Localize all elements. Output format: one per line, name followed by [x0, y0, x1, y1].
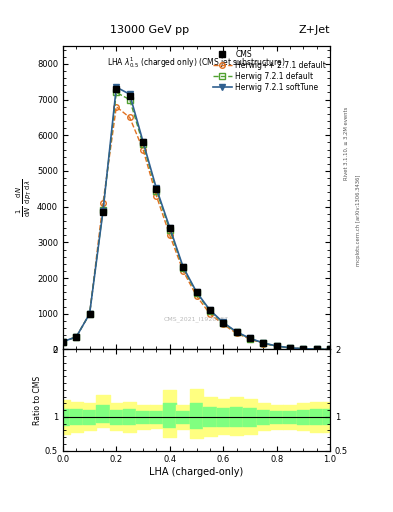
Herwig 7.2.1 default — [261, 340, 266, 346]
Herwig 7.2.1 default — [221, 320, 226, 326]
CMS — [248, 335, 252, 342]
Herwig 7.2.1 softTune — [127, 91, 132, 97]
Text: CMS_2021_I1920187: CMS_2021_I1920187 — [164, 316, 229, 322]
Herwig 7.2.1 default — [61, 338, 65, 345]
Herwig 7.2.1 default — [154, 187, 159, 194]
Herwig++ 2.7.1 default — [87, 311, 92, 317]
CMS — [101, 209, 105, 215]
Text: mcplots.cern.ch [arXiv:1306.3436]: mcplots.cern.ch [arXiv:1306.3436] — [356, 175, 361, 266]
CMS — [328, 346, 332, 352]
Herwig 7.2.1 default — [288, 345, 292, 351]
Herwig 7.2.1 softTune — [87, 311, 92, 317]
Herwig 7.2.1 softTune — [74, 334, 79, 340]
Herwig++ 2.7.1 default — [221, 322, 226, 328]
Herwig 7.2.1 default — [127, 97, 132, 103]
Herwig++ 2.7.1 default — [274, 343, 279, 349]
Text: Z+Jet: Z+Jet — [299, 25, 330, 35]
Herwig 7.2.1 softTune — [221, 319, 226, 326]
CMS — [87, 311, 92, 317]
CMS — [208, 307, 212, 313]
Herwig++ 2.7.1 default — [261, 340, 266, 347]
Herwig 7.2.1 default — [274, 343, 279, 349]
Herwig 7.2.1 softTune — [314, 346, 319, 352]
Herwig 7.2.1 softTune — [167, 225, 172, 231]
Herwig++ 2.7.1 default — [314, 346, 319, 352]
Herwig 7.2.1 softTune — [141, 139, 145, 145]
CMS — [141, 139, 145, 145]
Herwig 7.2.1 default — [141, 141, 145, 147]
Herwig 7.2.1 default — [208, 308, 212, 314]
CMS — [194, 289, 199, 295]
Herwig 7.2.1 default — [194, 290, 199, 296]
Herwig++ 2.7.1 default — [74, 334, 79, 340]
Herwig++ 2.7.1 default — [114, 103, 119, 110]
Herwig 7.2.1 default — [101, 207, 105, 214]
Line: Herwig++ 2.7.1 default: Herwig++ 2.7.1 default — [60, 104, 333, 352]
Herwig 7.2.1 softTune — [261, 340, 266, 346]
Herwig 7.2.1 default — [181, 265, 185, 271]
Herwig++ 2.7.1 default — [141, 146, 145, 153]
Herwig 7.2.1 softTune — [154, 185, 159, 191]
Herwig 7.2.1 default — [234, 329, 239, 335]
Herwig 7.2.1 default — [301, 346, 306, 352]
CMS — [114, 86, 119, 92]
Herwig++ 2.7.1 default — [234, 330, 239, 336]
Line: CMS: CMS — [60, 86, 333, 352]
Herwig 7.2.1 default — [87, 311, 92, 317]
Herwig 7.2.1 default — [114, 90, 119, 96]
Line: Herwig 7.2.1 softTune: Herwig 7.2.1 softTune — [60, 84, 333, 352]
CMS — [234, 329, 239, 335]
Herwig 7.2.1 default — [167, 227, 172, 233]
Herwig 7.2.1 softTune — [101, 208, 105, 215]
CMS — [314, 346, 319, 352]
Herwig 7.2.1 softTune — [248, 335, 252, 342]
Herwig 7.2.1 softTune — [288, 345, 292, 351]
Herwig 7.2.1 default — [248, 335, 252, 342]
CMS — [167, 225, 172, 231]
Herwig 7.2.1 softTune — [274, 343, 279, 349]
CMS — [261, 340, 266, 346]
Herwig++ 2.7.1 default — [328, 346, 332, 352]
CMS — [288, 345, 292, 351]
Herwig 7.2.1 default — [314, 346, 319, 352]
Herwig 7.2.1 softTune — [114, 84, 119, 90]
CMS — [274, 343, 279, 349]
Herwig++ 2.7.1 default — [181, 268, 185, 274]
CMS — [74, 334, 79, 340]
CMS — [181, 264, 185, 270]
Herwig 7.2.1 softTune — [181, 264, 185, 270]
Herwig 7.2.1 softTune — [61, 338, 65, 345]
Herwig 7.2.1 softTune — [194, 289, 199, 295]
Herwig++ 2.7.1 default — [101, 200, 105, 206]
Herwig++ 2.7.1 default — [288, 345, 292, 351]
Text: Rivet 3.1.10, ≥ 3.2M events: Rivet 3.1.10, ≥ 3.2M events — [344, 106, 349, 180]
Herwig++ 2.7.1 default — [127, 114, 132, 120]
CMS — [301, 346, 306, 352]
Y-axis label: Ratio to CMS: Ratio to CMS — [33, 375, 42, 424]
Herwig 7.2.1 default — [74, 334, 79, 340]
Line: Herwig 7.2.1 default: Herwig 7.2.1 default — [60, 90, 333, 352]
Herwig 7.2.1 default — [328, 346, 332, 352]
Herwig 7.2.1 softTune — [301, 346, 306, 352]
Herwig++ 2.7.1 default — [194, 293, 199, 299]
Herwig 7.2.1 softTune — [328, 346, 332, 352]
CMS — [61, 338, 65, 345]
Herwig++ 2.7.1 default — [301, 346, 306, 352]
Y-axis label: $\frac{1}{\mathrm{d}N}\ \frac{\mathrm{d}N}{\mathrm{d}p_T\ \mathrm{d}\lambda}$: $\frac{1}{\mathrm{d}N}\ \frac{\mathrm{d}… — [15, 179, 34, 217]
Herwig 7.2.1 softTune — [208, 307, 212, 313]
Herwig++ 2.7.1 default — [208, 311, 212, 317]
Legend: CMS, Herwig++ 2.7.1 default, Herwig 7.2.1 default, Herwig 7.2.1 softTune: CMS, Herwig++ 2.7.1 default, Herwig 7.2.… — [211, 48, 328, 93]
Text: LHA $\lambda^1_{0.5}$ (charged only) (CMS jet substructure): LHA $\lambda^1_{0.5}$ (charged only) (CM… — [107, 55, 286, 70]
Herwig++ 2.7.1 default — [154, 193, 159, 199]
Herwig 7.2.1 softTune — [234, 329, 239, 335]
CMS — [127, 93, 132, 99]
Herwig++ 2.7.1 default — [167, 232, 172, 238]
CMS — [221, 319, 226, 326]
CMS — [154, 186, 159, 192]
Herwig++ 2.7.1 default — [248, 336, 252, 342]
Text: 13000 GeV pp: 13000 GeV pp — [110, 25, 189, 35]
X-axis label: LHA (charged-only): LHA (charged-only) — [149, 467, 244, 477]
Herwig++ 2.7.1 default — [61, 338, 65, 345]
